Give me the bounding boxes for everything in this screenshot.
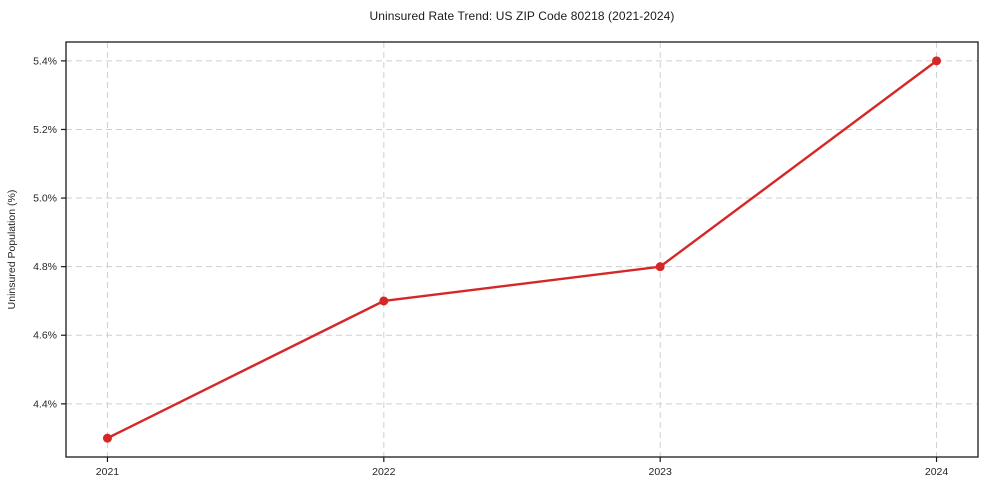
plot-border <box>65 41 979 458</box>
y-tick-label: 4.6% <box>33 330 57 342</box>
trend-line <box>106 59 938 440</box>
data-point-marker <box>102 433 112 443</box>
x-tick-label: 2023 <box>649 466 673 478</box>
x-tick-label: 2022 <box>372 466 396 478</box>
y-tick-label: 5.0% <box>33 193 57 205</box>
data-point-marker <box>379 296 389 306</box>
y-tick-label: 5.2% <box>33 124 57 136</box>
y-axis-label: Uninsured Population (%) <box>6 190 18 310</box>
data-point-marker <box>655 262 665 272</box>
data-point-marker <box>932 56 942 66</box>
x-tick-label: 2024 <box>925 466 949 478</box>
y-tick-label: 4.8% <box>33 261 57 273</box>
y-tick-label: 4.4% <box>33 398 57 410</box>
chart-title: Uninsured Rate Trend: US ZIP Code 80218 … <box>369 9 675 23</box>
y-tick-label: 5.4% <box>33 55 57 67</box>
x-tick-label: 2021 <box>96 466 120 478</box>
